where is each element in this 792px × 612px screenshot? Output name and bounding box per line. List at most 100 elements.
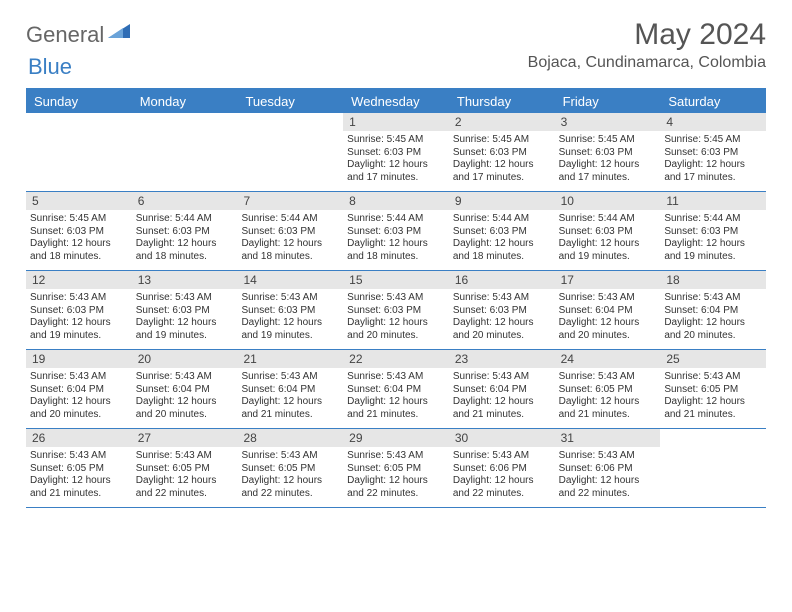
- day-cell: 26Sunrise: 5:43 AMSunset: 6:05 PMDayligh…: [26, 429, 132, 507]
- sunrise-line: Sunrise: 5:43 AM: [136, 292, 234, 305]
- sunset-line: Sunset: 6:03 PM: [453, 226, 551, 239]
- day-body: Sunrise: 5:43 AMSunset: 6:04 PMDaylight:…: [660, 289, 766, 346]
- day-number: 19: [26, 350, 132, 368]
- sunset-line: Sunset: 6:06 PM: [559, 463, 657, 476]
- day-number: 2: [449, 113, 555, 131]
- day-body: Sunrise: 5:45 AMSunset: 6:03 PMDaylight:…: [660, 131, 766, 188]
- day-body: Sunrise: 5:43 AMSunset: 6:03 PMDaylight:…: [26, 289, 132, 346]
- daylight-line: Daylight: 12 hours and 19 minutes.: [30, 317, 128, 342]
- dow-monday: Monday: [132, 90, 238, 113]
- day-cell: [660, 429, 766, 507]
- sunset-line: Sunset: 6:05 PM: [30, 463, 128, 476]
- day-cell: 16Sunrise: 5:43 AMSunset: 6:03 PMDayligh…: [449, 271, 555, 349]
- sunrise-line: Sunrise: 5:43 AM: [559, 371, 657, 384]
- week-row: 5Sunrise: 5:45 AMSunset: 6:03 PMDaylight…: [26, 192, 766, 271]
- day-cell: 5Sunrise: 5:45 AMSunset: 6:03 PMDaylight…: [26, 192, 132, 270]
- daylight-line: Daylight: 12 hours and 19 minutes.: [136, 317, 234, 342]
- day-number: 4: [660, 113, 766, 131]
- logo-text-blue: Blue: [28, 54, 72, 79]
- day-body: Sunrise: 5:43 AMSunset: 6:04 PMDaylight:…: [343, 368, 449, 425]
- day-body: Sunrise: 5:43 AMSunset: 6:04 PMDaylight:…: [237, 368, 343, 425]
- day-cell: [132, 113, 238, 191]
- daylight-line: Daylight: 12 hours and 18 minutes.: [241, 238, 339, 263]
- day-number: 1: [343, 113, 449, 131]
- sunset-line: Sunset: 6:04 PM: [136, 384, 234, 397]
- daylight-line: Daylight: 12 hours and 21 minutes.: [347, 396, 445, 421]
- day-body: Sunrise: 5:43 AMSunset: 6:03 PMDaylight:…: [237, 289, 343, 346]
- week-row: 26Sunrise: 5:43 AMSunset: 6:05 PMDayligh…: [26, 429, 766, 508]
- day-cell: 25Sunrise: 5:43 AMSunset: 6:05 PMDayligh…: [660, 350, 766, 428]
- day-cell: 3Sunrise: 5:45 AMSunset: 6:03 PMDaylight…: [555, 113, 661, 191]
- dow-friday: Friday: [555, 90, 661, 113]
- sunset-line: Sunset: 6:05 PM: [136, 463, 234, 476]
- sunset-line: Sunset: 6:03 PM: [559, 147, 657, 160]
- day-body: Sunrise: 5:43 AMSunset: 6:04 PMDaylight:…: [555, 289, 661, 346]
- day-number: 25: [660, 350, 766, 368]
- day-number: 10: [555, 192, 661, 210]
- day-body: Sunrise: 5:43 AMSunset: 6:04 PMDaylight:…: [449, 368, 555, 425]
- daylight-line: Daylight: 12 hours and 22 minutes.: [559, 475, 657, 500]
- day-number: 30: [449, 429, 555, 447]
- sunset-line: Sunset: 6:04 PM: [453, 384, 551, 397]
- daylight-line: Daylight: 12 hours and 22 minutes.: [136, 475, 234, 500]
- calendar: SundayMondayTuesdayWednesdayThursdayFrid…: [26, 88, 766, 508]
- day-cell: 27Sunrise: 5:43 AMSunset: 6:05 PMDayligh…: [132, 429, 238, 507]
- daylight-line: Daylight: 12 hours and 22 minutes.: [241, 475, 339, 500]
- day-number: 31: [555, 429, 661, 447]
- day-number: 11: [660, 192, 766, 210]
- sunset-line: Sunset: 6:04 PM: [347, 384, 445, 397]
- day-cell: 19Sunrise: 5:43 AMSunset: 6:04 PMDayligh…: [26, 350, 132, 428]
- sunrise-line: Sunrise: 5:43 AM: [453, 371, 551, 384]
- sunrise-line: Sunrise: 5:44 AM: [664, 213, 762, 226]
- day-cell: 4Sunrise: 5:45 AMSunset: 6:03 PMDaylight…: [660, 113, 766, 191]
- day-cell: 8Sunrise: 5:44 AMSunset: 6:03 PMDaylight…: [343, 192, 449, 270]
- daylight-line: Daylight: 12 hours and 17 minutes.: [559, 159, 657, 184]
- day-body: Sunrise: 5:44 AMSunset: 6:03 PMDaylight:…: [660, 210, 766, 267]
- sunset-line: Sunset: 6:03 PM: [241, 305, 339, 318]
- daylight-line: Daylight: 12 hours and 18 minutes.: [347, 238, 445, 263]
- sunrise-line: Sunrise: 5:45 AM: [664, 134, 762, 147]
- day-cell: 31Sunrise: 5:43 AMSunset: 6:06 PMDayligh…: [555, 429, 661, 507]
- day-body: Sunrise: 5:43 AMSunset: 6:05 PMDaylight:…: [132, 447, 238, 504]
- day-number: 13: [132, 271, 238, 289]
- sunset-line: Sunset: 6:05 PM: [559, 384, 657, 397]
- daylight-line: Daylight: 12 hours and 21 minutes.: [30, 475, 128, 500]
- day-body: Sunrise: 5:43 AMSunset: 6:06 PMDaylight:…: [555, 447, 661, 504]
- sunset-line: Sunset: 6:03 PM: [453, 147, 551, 160]
- sunrise-line: Sunrise: 5:45 AM: [453, 134, 551, 147]
- day-body: Sunrise: 5:43 AMSunset: 6:05 PMDaylight:…: [555, 368, 661, 425]
- day-number: 3: [555, 113, 661, 131]
- daylight-line: Daylight: 12 hours and 22 minutes.: [453, 475, 551, 500]
- daylight-line: Daylight: 12 hours and 20 minutes.: [136, 396, 234, 421]
- day-body: Sunrise: 5:43 AMSunset: 6:05 PMDaylight:…: [343, 447, 449, 504]
- sunrise-line: Sunrise: 5:45 AM: [559, 134, 657, 147]
- daylight-line: Daylight: 12 hours and 21 minutes.: [664, 396, 762, 421]
- day-number: 24: [555, 350, 661, 368]
- day-cell: 29Sunrise: 5:43 AMSunset: 6:05 PMDayligh…: [343, 429, 449, 507]
- logo-text-general: General: [26, 22, 104, 48]
- sunrise-line: Sunrise: 5:43 AM: [241, 292, 339, 305]
- day-cell: [26, 113, 132, 191]
- day-body: Sunrise: 5:45 AMSunset: 6:03 PMDaylight:…: [26, 210, 132, 267]
- sunrise-line: Sunrise: 5:43 AM: [347, 450, 445, 463]
- day-number: 26: [26, 429, 132, 447]
- day-number: 27: [132, 429, 238, 447]
- sunrise-line: Sunrise: 5:43 AM: [136, 450, 234, 463]
- sunrise-line: Sunrise: 5:43 AM: [559, 292, 657, 305]
- day-number: 23: [449, 350, 555, 368]
- daylight-line: Daylight: 12 hours and 17 minutes.: [664, 159, 762, 184]
- daylight-line: Daylight: 12 hours and 22 minutes.: [347, 475, 445, 500]
- sunset-line: Sunset: 6:03 PM: [30, 226, 128, 239]
- sunrise-line: Sunrise: 5:45 AM: [30, 213, 128, 226]
- day-cell: 1Sunrise: 5:45 AMSunset: 6:03 PMDaylight…: [343, 113, 449, 191]
- day-body: Sunrise: 5:45 AMSunset: 6:03 PMDaylight:…: [449, 131, 555, 188]
- dow-thursday: Thursday: [449, 90, 555, 113]
- day-body: Sunrise: 5:45 AMSunset: 6:03 PMDaylight:…: [555, 131, 661, 188]
- dow-row: SundayMondayTuesdayWednesdayThursdayFrid…: [26, 90, 766, 113]
- sunrise-line: Sunrise: 5:43 AM: [241, 450, 339, 463]
- sunset-line: Sunset: 6:03 PM: [136, 226, 234, 239]
- sunset-line: Sunset: 6:04 PM: [664, 305, 762, 318]
- sunrise-line: Sunrise: 5:43 AM: [453, 450, 551, 463]
- day-body: Sunrise: 5:43 AMSunset: 6:03 PMDaylight:…: [132, 289, 238, 346]
- day-number: 29: [343, 429, 449, 447]
